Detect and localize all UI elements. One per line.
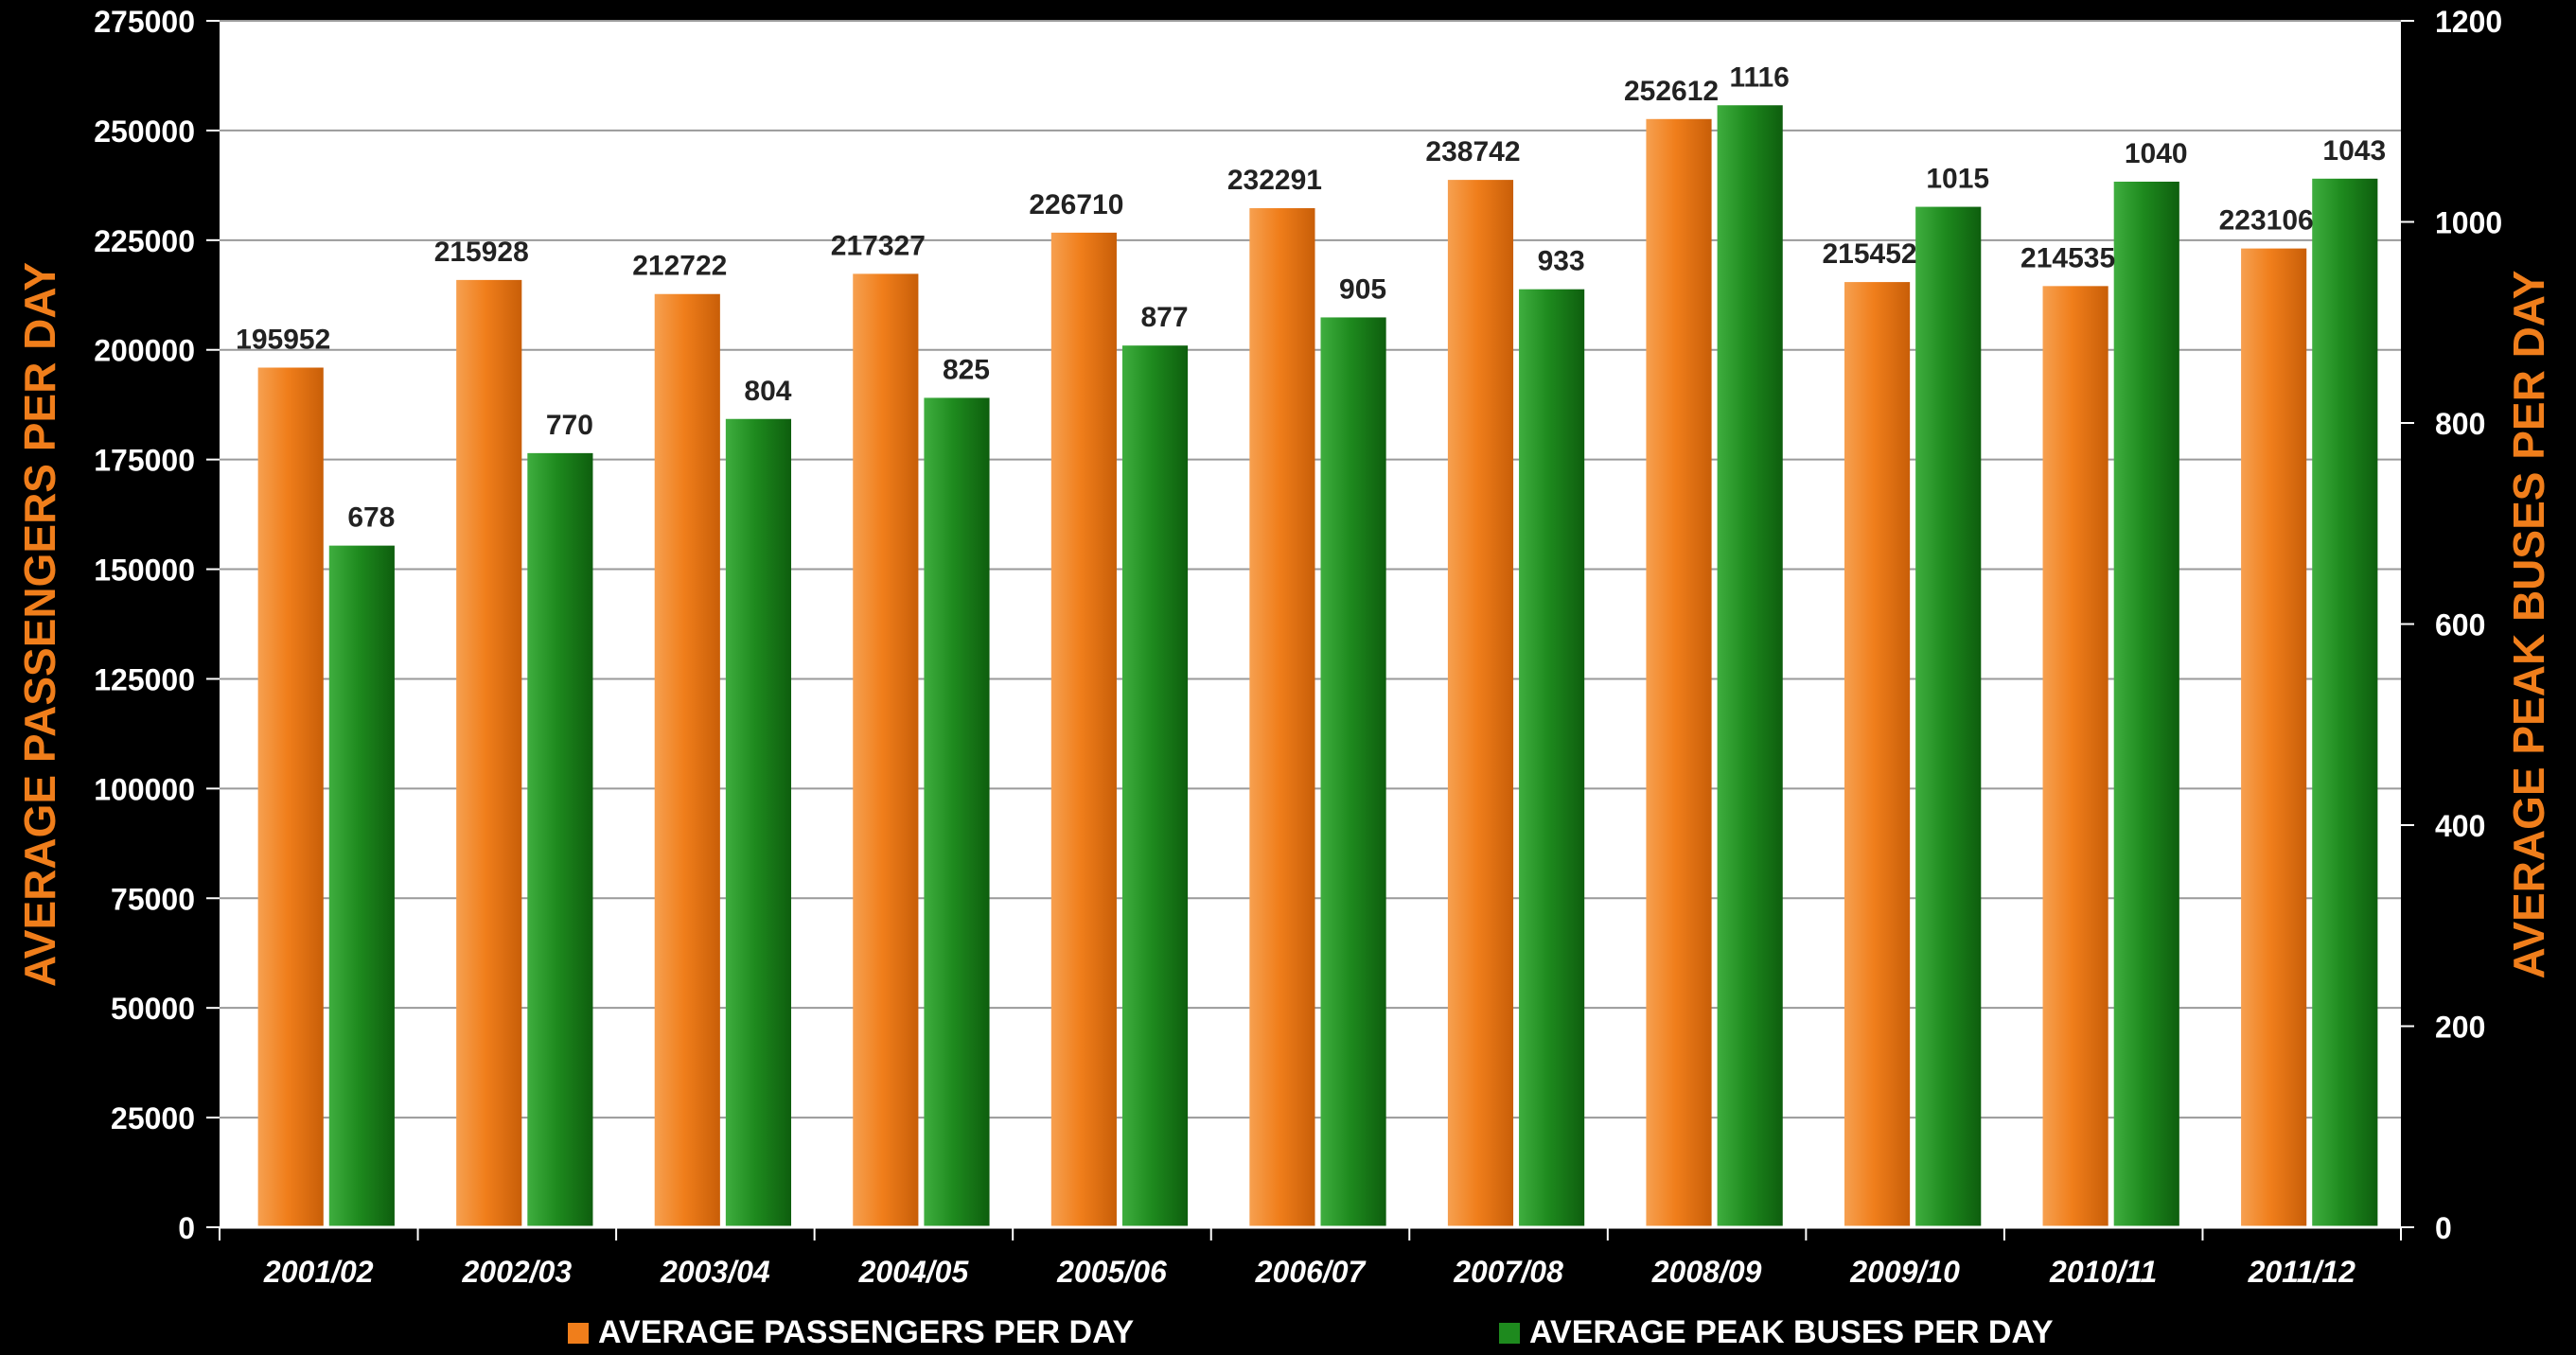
legend: AVERAGE PASSENGERS PER DAY AVERAGE PEAK … xyxy=(568,1314,2054,1350)
bar-passengers xyxy=(853,273,919,1227)
bar-buses xyxy=(1519,289,1585,1227)
left-tick-label: 100000 xyxy=(94,772,195,806)
left-tick-label: 0 xyxy=(178,1211,195,1245)
data-label-passengers: 226710 xyxy=(1029,189,1123,220)
data-label-buses: 1116 xyxy=(1729,62,1789,93)
x-tick-label: 2008/09 xyxy=(1651,1255,1762,1289)
bar-passengers xyxy=(1844,282,1911,1227)
bar-passengers xyxy=(654,293,720,1227)
bar-buses xyxy=(924,397,990,1227)
left-tick-label: 75000 xyxy=(111,882,195,916)
x-tick-label: 2004/05 xyxy=(858,1255,970,1289)
x-tick-label: 2001/02 xyxy=(263,1255,374,1289)
right-tick-label: 200 xyxy=(2435,1011,2485,1045)
data-label-buses: 877 xyxy=(1140,302,1188,333)
left-tick-label: 250000 xyxy=(94,114,195,149)
bar-passengers xyxy=(1447,180,1514,1228)
bar-passengers xyxy=(2042,286,2108,1227)
right-tick-label: 1200 xyxy=(2435,5,2502,39)
data-label-passengers: 232291 xyxy=(1227,165,1322,196)
right-tick-label: 400 xyxy=(2435,809,2485,843)
x-tick-label: 2009/10 xyxy=(1849,1255,1960,1289)
x-tick-label: 2006/07 xyxy=(1255,1255,1367,1289)
x-tick-label: 2002/03 xyxy=(461,1255,572,1289)
left-tick-label: 275000 xyxy=(94,5,195,39)
legend-label-buses: AVERAGE PEAK BUSES PER DAY xyxy=(1529,1314,2054,1350)
bar-passengers xyxy=(257,367,324,1228)
data-label-buses: 1043 xyxy=(2322,135,2386,167)
bar-buses xyxy=(2113,182,2179,1227)
left-tick-label: 50000 xyxy=(111,992,195,1026)
data-label-buses: 804 xyxy=(744,376,791,407)
right-tick-label: 1000 xyxy=(2435,206,2502,240)
legend-swatch-passengers xyxy=(568,1323,589,1344)
data-label-buses: 905 xyxy=(1339,273,1386,305)
data-label-buses: 933 xyxy=(1538,246,1585,277)
left-tick-label: 200000 xyxy=(94,334,195,368)
data-label-passengers: 223106 xyxy=(2219,205,2314,237)
data-label-passengers: 195952 xyxy=(236,324,330,355)
bar-passengers xyxy=(2241,248,2307,1227)
left-tick-label: 25000 xyxy=(111,1101,195,1135)
bar-buses xyxy=(725,418,792,1227)
right-tick-label: 600 xyxy=(2435,608,2485,642)
bar-passengers xyxy=(456,279,522,1227)
x-tick-label: 2007/08 xyxy=(1453,1255,1563,1289)
data-label-buses: 1015 xyxy=(1926,164,1989,195)
data-label-buses: 1040 xyxy=(2125,138,2188,169)
right-tick-label: 0 xyxy=(2435,1211,2452,1245)
data-label-passengers: 214535 xyxy=(2020,242,2115,273)
x-tick-label: 2005/06 xyxy=(1056,1255,1167,1289)
bar-passengers xyxy=(1050,232,1117,1227)
bar-passengers xyxy=(1646,118,1712,1227)
bar-buses xyxy=(527,452,593,1227)
bar-buses xyxy=(1320,317,1386,1227)
left-axis-title: AVERAGE PASSENGERS PER DAY xyxy=(15,262,64,987)
data-label-passengers: 215928 xyxy=(434,237,529,268)
bar-buses xyxy=(1121,345,1189,1227)
bar-buses xyxy=(1915,206,1982,1227)
data-label-passengers: 217327 xyxy=(831,230,926,261)
bar-buses xyxy=(1717,105,1783,1227)
data-label-buses: 825 xyxy=(943,354,990,385)
data-label-passengers: 212722 xyxy=(632,251,727,282)
x-tick-label: 2011/12 xyxy=(2248,1255,2356,1289)
left-tick-label: 150000 xyxy=(94,554,195,588)
legend-label-passengers: AVERAGE PASSENGERS PER DAY xyxy=(598,1314,1135,1350)
bar-buses xyxy=(2312,178,2378,1227)
right-tick-label: 800 xyxy=(2435,407,2485,441)
right-axis-title: AVERAGE PEAK BUSES PER DAY xyxy=(2504,271,2553,979)
x-tick-label: 2010/11 xyxy=(2049,1255,2157,1289)
data-label-buses: 770 xyxy=(546,410,593,441)
left-tick-label: 175000 xyxy=(94,444,195,478)
x-tick-label: 2003/04 xyxy=(660,1255,770,1289)
bar-passengers xyxy=(1249,208,1315,1228)
left-tick-label: 225000 xyxy=(94,224,195,258)
data-label-passengers: 252612 xyxy=(1624,76,1719,107)
data-label-passengers: 238742 xyxy=(1425,136,1520,167)
data-label-passengers: 215452 xyxy=(1823,238,1917,270)
left-tick-label: 125000 xyxy=(94,662,195,696)
data-label-buses: 678 xyxy=(347,502,395,534)
legend-swatch-buses xyxy=(1499,1323,1520,1344)
bar-buses xyxy=(328,545,395,1227)
